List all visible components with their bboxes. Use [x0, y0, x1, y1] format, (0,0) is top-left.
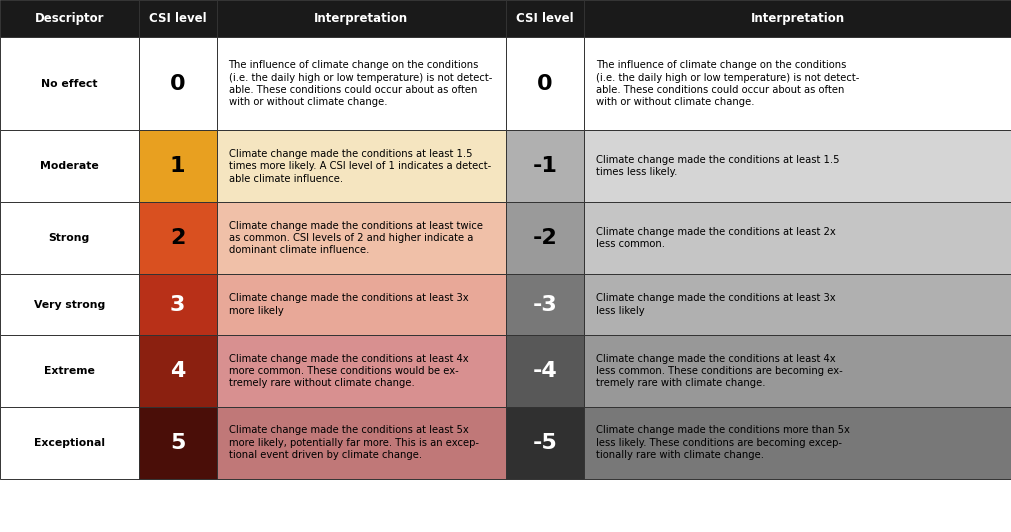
Text: Climate change made the conditions at least 4x
less common. These conditions are: Climate change made the conditions at le… — [595, 354, 842, 388]
Text: Very strong: Very strong — [33, 300, 105, 310]
Bar — [0, 130, 139, 202]
Bar — [139, 202, 216, 274]
Bar — [216, 0, 506, 37]
Bar — [216, 407, 506, 479]
Bar — [216, 274, 506, 335]
Bar — [506, 0, 583, 37]
Text: Moderate: Moderate — [39, 161, 99, 171]
Text: 1: 1 — [170, 156, 185, 176]
Bar — [0, 407, 139, 479]
Bar — [216, 37, 506, 130]
Bar — [583, 130, 1011, 202]
Bar — [139, 0, 216, 37]
Text: -4: -4 — [532, 361, 557, 381]
Text: The influence of climate change on the conditions
(i.e. the daily high or low te: The influence of climate change on the c… — [228, 60, 491, 107]
Text: Interpretation: Interpretation — [750, 12, 844, 25]
Bar — [506, 407, 583, 479]
Text: -1: -1 — [532, 156, 557, 176]
Bar — [583, 407, 1011, 479]
Bar — [139, 335, 216, 407]
Text: Climate change made the conditions at least 2x
less common.: Climate change made the conditions at le… — [595, 227, 835, 250]
Text: Interpretation: Interpretation — [313, 12, 408, 25]
Bar — [583, 0, 1011, 37]
Bar — [506, 130, 583, 202]
Bar — [506, 335, 583, 407]
Text: -5: -5 — [532, 433, 557, 453]
Bar — [139, 130, 216, 202]
Text: Climate change made the conditions at least twice
as common. CSI levels of 2 and: Climate change made the conditions at le… — [228, 221, 482, 255]
Text: 5: 5 — [170, 433, 185, 453]
Text: Climate change made the conditions at least 3x
less likely: Climate change made the conditions at le… — [595, 293, 835, 316]
Bar — [216, 202, 506, 274]
Bar — [506, 202, 583, 274]
Text: CSI level: CSI level — [149, 12, 206, 25]
Text: Climate change made the conditions at least 5x
more likely, potentially far more: Climate change made the conditions at le… — [228, 426, 478, 460]
Text: Climate change made the conditions at least 3x
more likely: Climate change made the conditions at le… — [228, 293, 468, 316]
Text: No effect: No effect — [41, 79, 97, 89]
Bar — [216, 335, 506, 407]
Text: Extreme: Extreme — [43, 366, 95, 376]
Text: 0: 0 — [537, 74, 552, 94]
Bar — [0, 274, 139, 335]
Bar — [0, 37, 139, 130]
Text: Descriptor: Descriptor — [34, 12, 104, 25]
Bar — [0, 0, 139, 37]
Bar — [506, 37, 583, 130]
Text: Exceptional: Exceptional — [33, 438, 105, 448]
Text: The influence of climate change on the conditions
(i.e. the daily high or low te: The influence of climate change on the c… — [595, 60, 858, 107]
Bar — [139, 407, 216, 479]
Bar — [583, 335, 1011, 407]
Bar — [139, 274, 216, 335]
Text: Climate change made the conditions more than 5x
less likely. These conditions ar: Climate change made the conditions more … — [595, 426, 849, 460]
Text: Climate change made the conditions at least 1.5
times less likely.: Climate change made the conditions at le… — [595, 155, 838, 178]
Text: -2: -2 — [532, 228, 557, 248]
Text: 0: 0 — [170, 74, 185, 94]
Text: Climate change made the conditions at least 4x
more common. These conditions wou: Climate change made the conditions at le… — [228, 354, 468, 388]
Bar — [583, 274, 1011, 335]
Bar — [216, 130, 506, 202]
Text: -3: -3 — [532, 295, 557, 314]
Text: 3: 3 — [170, 295, 185, 314]
Bar — [139, 37, 216, 130]
Text: CSI level: CSI level — [516, 12, 573, 25]
Text: Climate change made the conditions at least 1.5
times more likely. A CSI level o: Climate change made the conditions at le… — [228, 149, 490, 184]
Bar — [583, 37, 1011, 130]
Text: 4: 4 — [170, 361, 185, 381]
Bar — [506, 274, 583, 335]
Bar — [0, 202, 139, 274]
Text: Strong: Strong — [49, 233, 90, 243]
Text: 2: 2 — [170, 228, 185, 248]
Bar — [0, 335, 139, 407]
Bar — [583, 202, 1011, 274]
